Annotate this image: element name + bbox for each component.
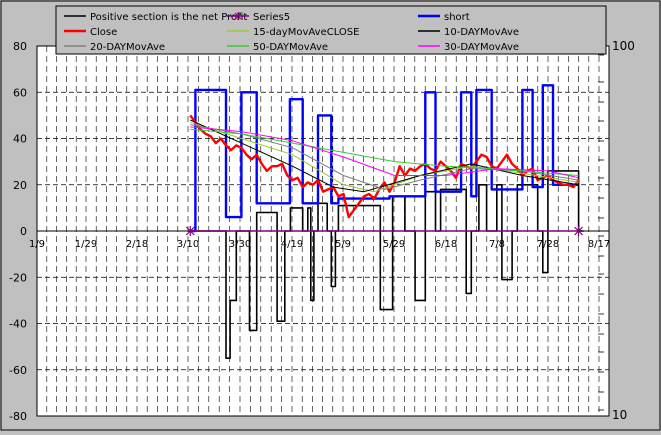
legend-label-8: 30-DAYMovAve bbox=[444, 42, 519, 53]
y-tick-label: 80 bbox=[13, 40, 27, 53]
legend-label-4: 15-dayMovAveCLOSE bbox=[253, 27, 359, 38]
y-tick-label: -20 bbox=[9, 271, 27, 284]
y-tick-label: 60 bbox=[13, 86, 27, 99]
series-line-ma10 bbox=[190, 119, 579, 193]
series-line-ma20 bbox=[190, 124, 579, 190]
y-tick-label: 40 bbox=[13, 133, 27, 146]
legend-label-7: 50-DAYMovAve bbox=[253, 42, 328, 53]
series-line-ma30 bbox=[190, 126, 579, 179]
legend-label-2: short bbox=[444, 12, 470, 23]
x-tick-label: 8/17 bbox=[588, 239, 610, 250]
y-tick-label: 20 bbox=[13, 179, 27, 192]
x-tick-label: 6/18 bbox=[435, 239, 457, 250]
series-line-profit bbox=[190, 170, 584, 359]
series5-marker bbox=[574, 226, 583, 236]
legend-label-3: Close bbox=[90, 27, 117, 38]
legend-box bbox=[55, 5, 607, 55]
y-tick-label: -60 bbox=[9, 364, 27, 377]
series-line-short bbox=[190, 84, 579, 233]
y-tick-label: 0 bbox=[20, 225, 27, 238]
x-tick-label: 7/8 bbox=[489, 239, 505, 250]
y2-tick-label-top: 100 bbox=[612, 39, 635, 53]
y2-tick-label-bottom: 10 bbox=[612, 408, 627, 422]
x-tick-label: 3/10 bbox=[177, 239, 199, 250]
legend-label-1: Series5 bbox=[253, 12, 290, 23]
legend-label-6: 20-DAYMovAve bbox=[90, 42, 165, 53]
x-tick-label: 4/19 bbox=[281, 239, 303, 250]
x-tick-label: 2/18 bbox=[126, 239, 148, 250]
x-tick-label: 5/29 bbox=[383, 239, 405, 250]
series5-marker bbox=[185, 226, 195, 236]
x-tick-label: 3/30 bbox=[229, 239, 251, 250]
y-tick-label: -40 bbox=[9, 318, 27, 331]
y-tick-label: -80 bbox=[9, 410, 27, 423]
series-line-ma15 bbox=[190, 121, 579, 193]
x-tick-label: 5/9 bbox=[335, 239, 351, 250]
x-tick-label: 1/9 bbox=[29, 239, 45, 250]
legend-label-5: 10-DAYMovAve bbox=[444, 27, 519, 38]
series-layer bbox=[185, 84, 584, 359]
legend: Positive section is the net Profit Series… bbox=[55, 5, 607, 55]
x-tick-label: 1/29 bbox=[75, 239, 97, 250]
series-line-ma50 bbox=[190, 128, 579, 176]
series-line-close bbox=[189, 114, 580, 219]
legend-label-0: Positive section is the net Profit bbox=[90, 12, 247, 23]
